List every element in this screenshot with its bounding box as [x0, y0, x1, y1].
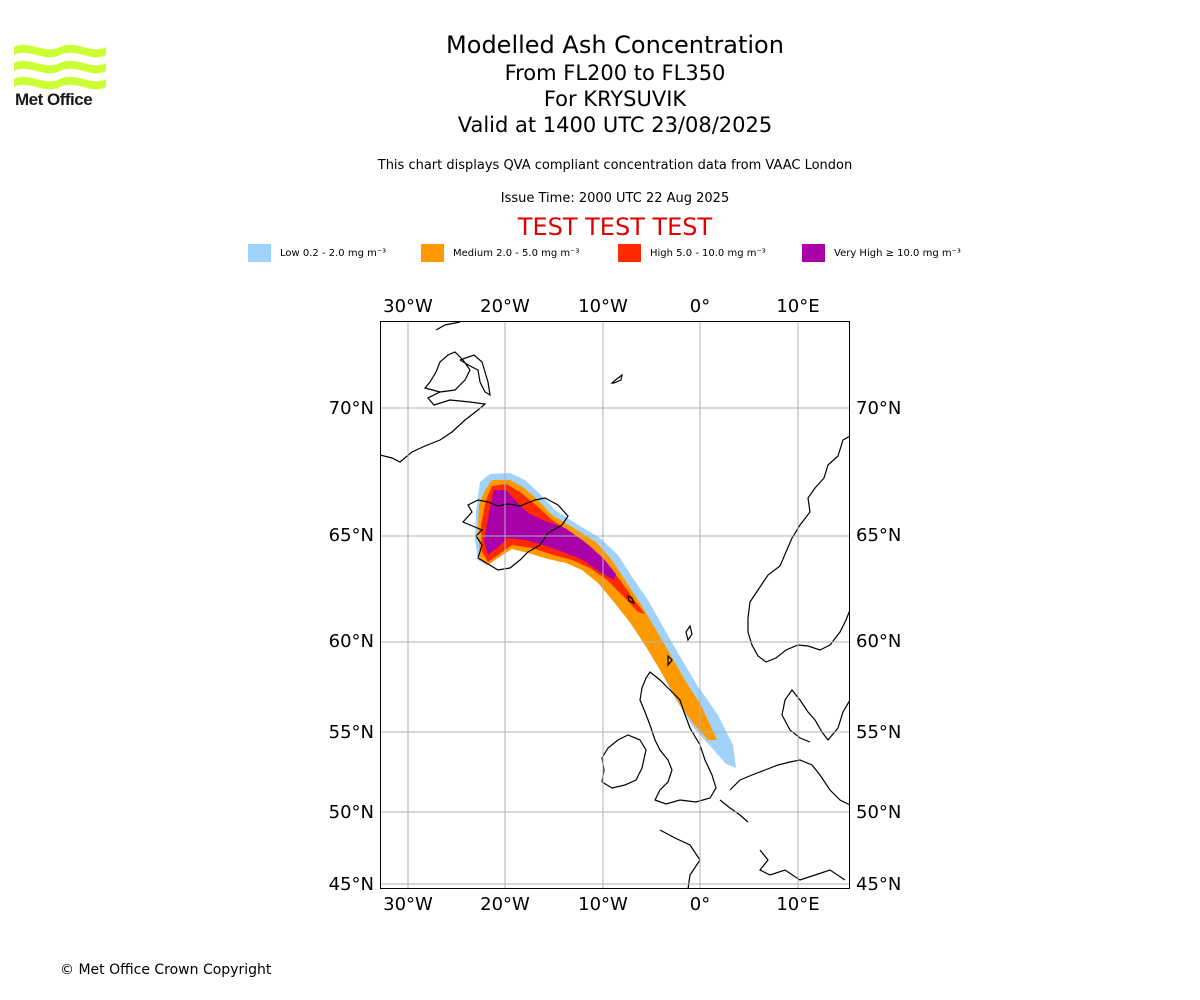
lat-tick-label: 60°N: [329, 631, 374, 652]
ash-zone-very-high: [484, 490, 616, 580]
lon-tick-label: 0°: [690, 894, 710, 915]
legend-label-high: High 5.0 - 10.0 mg m⁻³: [650, 247, 766, 259]
lon-tick-label: 10°E: [776, 894, 819, 915]
lat-tick-label: 60°N: [856, 631, 901, 652]
test-banner: TEST TEST TEST: [517, 213, 713, 241]
lon-tick-label: 20°W: [480, 894, 530, 915]
lat-tick-label: 70°N: [856, 398, 901, 419]
lat-tick-label: 55°N: [329, 722, 374, 743]
legend-swatch-high: [618, 244, 641, 262]
issue-time: Issue Time: 2000 UTC 22 Aug 2025: [500, 191, 730, 206]
lon-labels-bottom: 30°W 20°W 10°W 0° 10°E: [383, 894, 819, 915]
legend-item-medium: Medium 2.0 - 5.0 mg m⁻³: [421, 244, 579, 262]
lon-tick-label: 20°W: [480, 296, 530, 317]
lat-tick-label: 50°N: [856, 802, 901, 823]
copyright-notice: © Met Office Crown Copyright: [60, 962, 272, 978]
lat-tick-label: 50°N: [329, 802, 374, 823]
lat-tick-label: 65°N: [329, 525, 374, 546]
lon-labels-top: 30°W 20°W 10°W 0° 10°E: [383, 296, 819, 317]
logo-text: Met Office: [15, 90, 93, 109]
lat-tick-label: 45°N: [856, 874, 901, 895]
lon-tick-label: 30°W: [383, 894, 433, 915]
legend-item-low: Low 0.2 - 2.0 mg m⁻³: [248, 244, 386, 262]
legend-label-very-high: Very High ≥ 10.0 mg m⁻³: [834, 247, 961, 259]
lon-tick-label: 10°W: [578, 894, 628, 915]
legend-item-high: High 5.0 - 10.0 mg m⁻³: [618, 244, 766, 262]
legend-swatch-very-high: [802, 244, 825, 262]
chart-title: Modelled Ash Concentration: [446, 31, 784, 59]
map-frame: [380, 321, 850, 889]
lat-labels-right: 70°N 65°N 60°N 55°N 50°N 45°N: [856, 398, 901, 895]
legend-swatch-low: [248, 244, 271, 262]
chart-description: This chart displays QVA compliant concen…: [377, 158, 853, 173]
legend-swatch-medium: [421, 244, 444, 262]
valid-time: Valid at 1400 UTC 23/08/2025: [457, 113, 773, 137]
legend-label-medium: Medium 2.0 - 5.0 mg m⁻³: [453, 247, 580, 259]
met-office-logo: [14, 44, 106, 90]
lon-tick-label: 10°W: [578, 296, 628, 317]
lon-tick-label: 10°E: [776, 296, 819, 317]
legend-label-low: Low 0.2 - 2.0 mg m⁻³: [280, 247, 387, 259]
chart-title-block: Modelled Ash Concentration From FL200 to…: [0, 30, 1200, 138]
legend-item-very-high: Very High ≥ 10.0 mg m⁻³: [802, 244, 961, 262]
map-plot-area: [380, 321, 850, 889]
flight-level-range: From FL200 to FL350: [504, 61, 726, 85]
lat-tick-label: 55°N: [856, 722, 901, 743]
lat-labels-left: 70°N 65°N 60°N 55°N 50°N 45°N: [329, 398, 374, 895]
graticule: [380, 321, 850, 889]
lon-tick-label: 0°: [690, 296, 710, 317]
legend: Low 0.2 - 2.0 mg m⁻³ Medium 2.0 - 5.0 mg…: [0, 244, 1200, 264]
lon-tick-label: 30°W: [383, 296, 433, 317]
coastlines: [380, 321, 850, 889]
lat-tick-label: 70°N: [329, 398, 374, 419]
lat-tick-label: 45°N: [329, 874, 374, 895]
volcano-name: For KRYSUVIK: [543, 87, 687, 111]
lat-tick-label: 65°N: [856, 525, 901, 546]
